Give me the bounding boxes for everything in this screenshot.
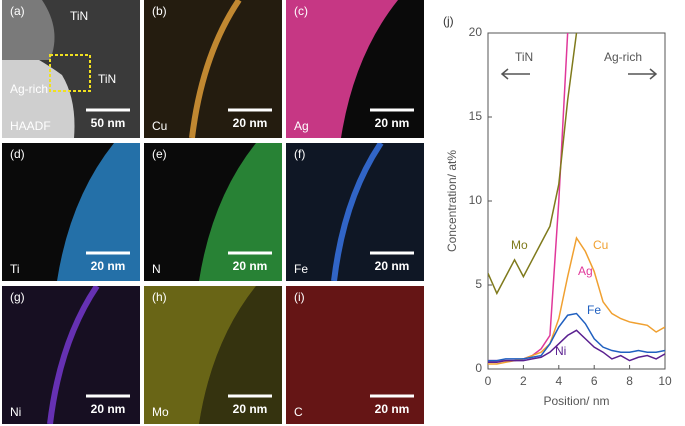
series-line — [488, 329, 665, 364]
x-tick-label: 6 — [591, 374, 598, 388]
x-axis-title: Position/ nm — [543, 394, 609, 408]
panel-annotation: TiN — [70, 9, 88, 23]
element-label: C — [294, 405, 303, 419]
panel-label: (b) — [152, 4, 167, 18]
scale-bar-label: 20 nm — [375, 402, 410, 416]
panel-background — [144, 0, 282, 138]
arrow — [628, 68, 658, 80]
panel-label: (c) — [294, 4, 308, 18]
element-label: HAADF — [10, 119, 51, 133]
element-region — [286, 0, 398, 138]
scale-bar-label: 50 nm — [91, 116, 126, 130]
scale-bar-label: 20 nm — [375, 259, 410, 273]
series-line — [488, 236, 665, 365]
scale-bar-label: 20 nm — [91, 259, 126, 273]
image-panel: (d) Ti 20 nm — [2, 143, 140, 281]
bright-region — [2, 0, 55, 60]
panel-content: (b) Cu 20 nm — [144, 0, 282, 138]
element-region — [144, 286, 256, 424]
panel-content: (d) Ti 20 nm — [2, 143, 140, 281]
panel-content: TiN Ag-rich TiN (a) HAADF 50 nm — [2, 0, 140, 138]
panel-label: (f) — [294, 147, 305, 161]
x-tick-label: 10 — [658, 374, 672, 388]
element-label: Mo — [152, 405, 169, 419]
y-tick-label: 0 — [475, 361, 482, 375]
element-label: Cu — [152, 119, 167, 133]
x-tick-label: 8 — [626, 374, 633, 388]
panel-label: (d) — [10, 147, 25, 161]
series-label: Mo — [511, 238, 528, 252]
element-region — [199, 143, 282, 281]
plot-lines — [488, 33, 665, 365]
series-line — [488, 312, 665, 362]
scale-bar-label: 20 nm — [233, 116, 268, 130]
element-label: N — [152, 262, 161, 276]
noise — [286, 143, 424, 281]
image-panel: (b) Cu 20 nm — [144, 0, 282, 138]
scale-bar-label: 20 nm — [233, 259, 268, 273]
roi-box — [49, 54, 91, 92]
panel-content: (g) Ni 20 nm — [2, 286, 140, 424]
noise — [144, 0, 282, 138]
scale-bar-label: 20 nm — [233, 402, 268, 416]
y-tick-label: 10 — [469, 193, 483, 207]
series-label: Ni — [555, 344, 566, 358]
x-tick-label: 4 — [555, 374, 562, 388]
bright-region — [2, 40, 75, 138]
image-panel: TiN Ag-rich TiN (a) HAADF 50 nm — [2, 0, 140, 138]
panel-label: (j) — [443, 14, 454, 28]
panel-content: (h) Mo 20 nm — [144, 286, 282, 424]
annotation: TiN — [515, 50, 533, 64]
annotation: Ag-rich — [604, 50, 642, 64]
panel-background — [2, 286, 140, 424]
panel-annotation: TiN — [98, 72, 116, 86]
panel-label: (e) — [152, 147, 167, 161]
series-label: Fe — [587, 303, 601, 317]
image-panel: (h) Mo 20 nm — [144, 286, 282, 424]
panel-content: (f) Fe 20 nm — [286, 143, 424, 281]
element-label: Fe — [294, 262, 308, 276]
scale-bar-label: 20 nm — [375, 116, 410, 130]
element-region — [57, 143, 140, 281]
panel-content: (i) C 20 nm — [286, 286, 424, 424]
x-tick-label: 2 — [520, 374, 527, 388]
arrow — [500, 68, 530, 80]
plot-frame — [487, 32, 666, 370]
y-axis-title: Concentration/ at% — [445, 150, 459, 252]
interface-line — [189, 0, 242, 138]
panel-label: (g) — [10, 290, 25, 304]
series-line — [488, 33, 578, 296]
panel-background — [286, 143, 424, 281]
interface-line — [331, 143, 384, 281]
element-label: Ag — [294, 119, 309, 133]
y-tick-label: 5 — [475, 277, 482, 291]
image-panel: (g) Ni 20 nm — [2, 286, 140, 424]
panel-annotation: Ag-rich — [10, 82, 48, 96]
panel-label: (h) — [152, 290, 167, 304]
element-region — [286, 286, 424, 424]
image-panel: (c) Ag 20 nm — [286, 0, 424, 138]
scale-bar-label: 20 nm — [91, 402, 126, 416]
series-label: Ag — [578, 264, 593, 278]
series-label: Cu — [593, 238, 608, 252]
panel-label: (i) — [294, 290, 305, 304]
image-panel: (e) N 20 nm — [144, 143, 282, 281]
noise — [2, 286, 140, 424]
y-tick-label: 15 — [469, 109, 483, 123]
image-panel: (i) C 20 nm — [286, 286, 424, 424]
element-label: Ni — [10, 405, 21, 419]
element-region — [199, 286, 282, 424]
interface-line — [47, 286, 100, 424]
image-panel: (f) Fe 20 nm — [286, 143, 424, 281]
element-label: Ti — [10, 262, 20, 276]
panel-label: (a) — [10, 4, 25, 18]
panel-content: (c) Ag 20 nm — [286, 0, 424, 138]
y-tick-label: 20 — [469, 25, 483, 39]
panel-content: (e) N 20 nm — [144, 143, 282, 281]
x-tick-label: 0 — [485, 374, 492, 388]
